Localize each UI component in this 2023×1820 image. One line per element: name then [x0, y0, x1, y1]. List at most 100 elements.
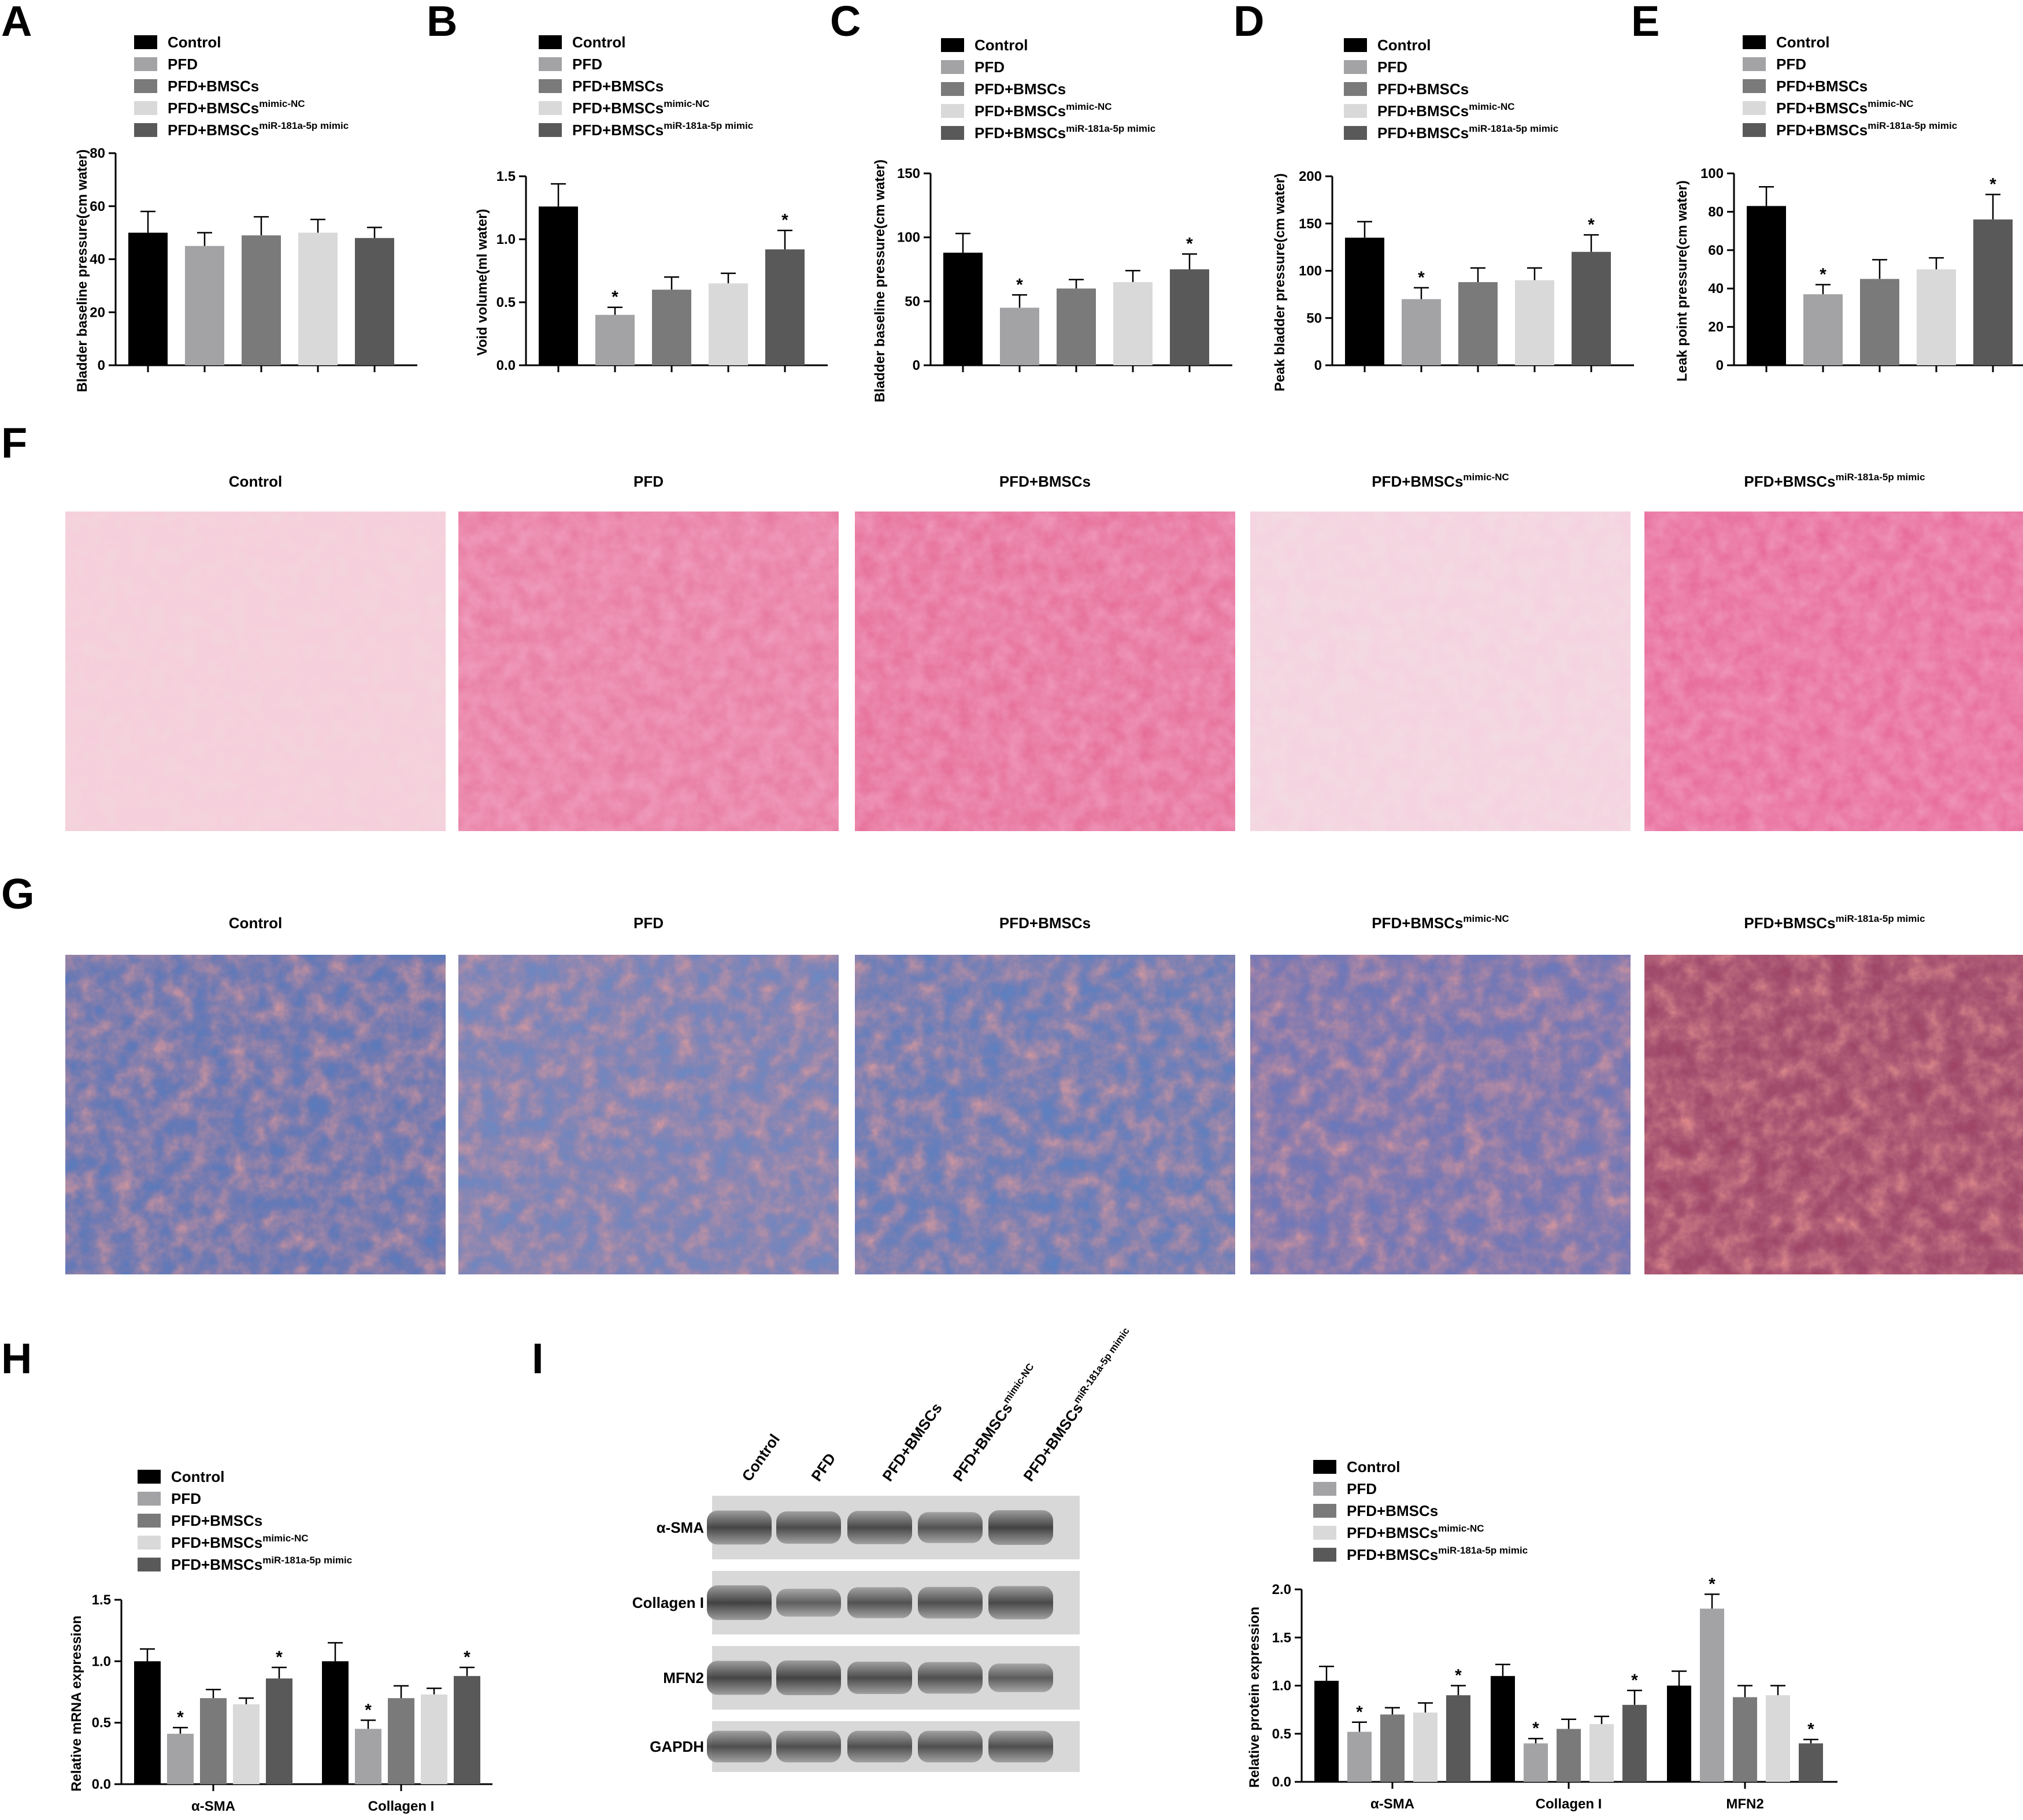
- significance-marker: *: [464, 1648, 470, 1667]
- bar: [1747, 206, 1786, 365]
- band-label: GAPDH: [650, 1738, 704, 1755]
- x-category-label: α-SMA: [1370, 1796, 1414, 1812]
- band-label: Collagen I: [632, 1594, 704, 1611]
- legend-swatch: [134, 57, 157, 71]
- legend-label: PFD+BMSCsmiR-181a-5p mimic: [1377, 123, 1558, 142]
- y-tick-label: 40: [1708, 281, 1724, 296]
- protein-band: [707, 1660, 772, 1695]
- bar: [233, 1704, 260, 1784]
- micrograph-g-1: Control: [65, 914, 446, 1274]
- bar: [1973, 219, 2013, 365]
- y-tick-label: 20: [90, 305, 105, 320]
- legend-label: PFD+BMSCs: [171, 1512, 262, 1529]
- legend-swatch: [1743, 101, 1766, 115]
- legend-swatch: [134, 79, 157, 93]
- legend-swatch: [1344, 60, 1367, 74]
- y-tick-label: 0: [1314, 358, 1322, 373]
- bar: [1860, 279, 1899, 365]
- lane-label: PFD+BMSCs: [879, 1400, 945, 1485]
- y-tick-label: 200: [1299, 169, 1322, 184]
- legend-label: PFD+BMSCsmiR-181a-5p mimic: [1347, 1545, 1528, 1563]
- micrograph-texture: [65, 511, 446, 831]
- protein-band: [988, 1730, 1053, 1763]
- legend-label: Control: [1377, 36, 1431, 54]
- bar: [266, 1678, 292, 1784]
- micrograph-title: PFD+BMSCs: [999, 914, 1091, 932]
- protein-band: [707, 1730, 772, 1763]
- protein-band: [847, 1730, 912, 1763]
- panel-letter-h: H: [1, 1335, 32, 1382]
- chart-d: 0 50 100 150 200 Peak bladder pressure(cm wat…: [1272, 36, 1634, 391]
- significance-marker: *: [1356, 1703, 1363, 1722]
- micrograph-texture: [458, 955, 839, 1274]
- y-tick-label: 0: [1716, 358, 1724, 373]
- legend-label: Control: [572, 34, 625, 51]
- legend-label: PFD+BMSCsmimic-NC: [1377, 101, 1515, 120]
- micrograph-texture: [855, 511, 1235, 831]
- bar: [539, 206, 578, 365]
- legend-label: PFD+BMSCsmiR-181a-5p mimic: [572, 120, 753, 139]
- panel-letter-g: G: [1, 870, 35, 918]
- significance-marker: *: [1016, 275, 1023, 294]
- bar: [1491, 1676, 1515, 1782]
- micrograph-title: PFD+BMSCsmimic-NC: [1372, 472, 1509, 490]
- legend-swatch: [138, 1492, 161, 1506]
- legend-swatch: [539, 57, 562, 71]
- legend-label: PFD+BMSCsmimic-NC: [572, 98, 710, 117]
- bar: [1557, 1729, 1581, 1782]
- bar: [185, 246, 224, 365]
- bar: [167, 1733, 194, 1784]
- legend-label: PFD: [171, 1490, 201, 1507]
- legend-label: PFD+BMSCs: [1347, 1502, 1438, 1519]
- legend-swatch: [1344, 104, 1367, 118]
- bar: [652, 290, 691, 365]
- y-tick-label: 20: [1708, 320, 1724, 335]
- legend-label: PFD+BMSCs: [1377, 80, 1469, 98]
- micrograph-g-3: PFD+BMSCs: [855, 914, 1235, 1274]
- legend-swatch: [138, 1536, 161, 1550]
- significance-marker: *: [1820, 265, 1826, 284]
- y-tick-label: 1.5: [497, 169, 516, 184]
- bar: [1622, 1704, 1647, 1782]
- bar: [1347, 1732, 1372, 1782]
- micrograph-f-5: PFD+BMSCsmiR-181a-5p mimic: [1644, 472, 2023, 831]
- legend-label: PFD: [1776, 55, 1806, 73]
- bar: [1524, 1743, 1548, 1782]
- legend-swatch: [941, 126, 964, 140]
- y-tick-label: 1.0: [497, 232, 516, 247]
- bar: [1113, 282, 1153, 365]
- bar: [1803, 294, 1843, 365]
- y-axis-label: Void volume(ml water): [475, 209, 490, 355]
- bar: [943, 253, 983, 365]
- legend-label: Control: [975, 36, 1028, 54]
- legend-c: Control PFD PFD+BMSCs PFD+BMSCsmimic-NC PFD+…: [941, 36, 1155, 142]
- micrograph-texture: [855, 955, 1235, 1274]
- legend-i: Control PFD PFD+BMSCs PFD+BMSCsmimic-NC PFD+…: [1313, 1458, 1528, 1563]
- legend-swatch: [134, 35, 157, 49]
- bar: [1700, 1608, 1724, 1782]
- micrograph-title: PFD+BMSCsmiR-181a-5p mimic: [1744, 472, 1925, 490]
- significance-marker: *: [1588, 215, 1595, 234]
- panel-letter-c: C: [830, 0, 861, 45]
- legend-swatch: [941, 82, 964, 96]
- bar: [1057, 288, 1096, 365]
- legend-swatch: [941, 104, 964, 118]
- significance-marker: *: [365, 1700, 372, 1719]
- legend-swatch: [1313, 1460, 1336, 1474]
- protein-band: [776, 1730, 841, 1763]
- legend-swatch: [1313, 1482, 1336, 1496]
- legend-label: PFD: [975, 58, 1005, 76]
- micrograph-g-5: PFD+BMSCsmiR-181a-5p mimic: [1644, 913, 2023, 1274]
- bar: [242, 235, 281, 365]
- protein-band: [918, 1512, 983, 1543]
- legend-swatch: [1313, 1548, 1336, 1562]
- significance-marker: *: [1709, 1574, 1716, 1593]
- significance-marker: *: [1631, 1671, 1638, 1690]
- protein-band: [847, 1511, 912, 1544]
- legend-label: PFD+BMSCsmiR-181a-5p mimic: [171, 1555, 352, 1573]
- micrograph-texture: [1644, 511, 2023, 831]
- bar: [355, 1729, 381, 1784]
- micrograph-title: Control: [229, 914, 282, 932]
- protein-band: [847, 1587, 912, 1618]
